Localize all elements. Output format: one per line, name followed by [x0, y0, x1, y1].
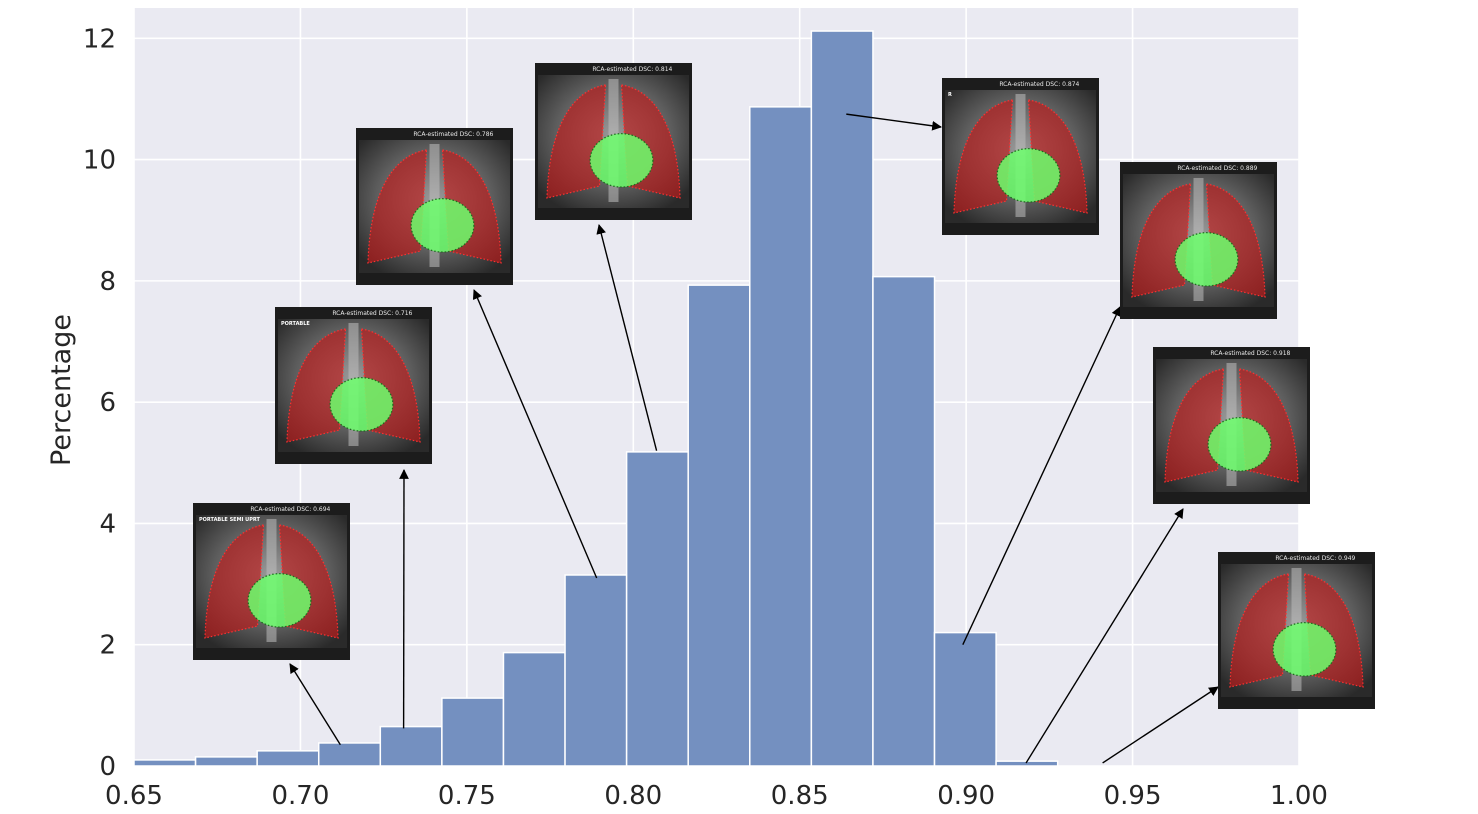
thumbnail-caption: RCA-estimated DSC: 0.716: [332, 310, 412, 317]
histogram-bar: [379, 725, 443, 767]
annotation-arrow: [962, 306, 1121, 646]
xray-thumbnails: RCA-estimated DSC: 0.694 PORTABLE SEMI UP…: [193, 63, 1375, 709]
left-lung-overlay: [546, 84, 607, 199]
axis-ticks: 0.65 0.70 0.75 0.80 0.85 0.90 0.95 1.00 0 2 4 6 8 10 1…: [83, 24, 1328, 811]
xray-thumbnail: RCA-estimated DSC: 0.716 PORTABLE: [275, 307, 432, 464]
histogram-bar: [933, 631, 997, 767]
annotation-arrow: [1102, 686, 1219, 764]
heart-overlay: [1272, 622, 1337, 677]
thumbnail-corner-label: PORTABLE SEMI UPRT: [199, 517, 261, 523]
xray-thumbnail: RCA-estimated DSC: 0.918: [1153, 347, 1310, 504]
x-tick-label: 0.90: [937, 781, 995, 811]
histogram-bar: [194, 756, 258, 767]
histogram-bar: [502, 651, 566, 767]
thumbnail-caption: RCA-estimated DSC: 0.889: [1177, 165, 1257, 172]
histogram-bars: [133, 30, 1059, 767]
thumbnail-corner-label: PORTABLE: [281, 321, 310, 327]
xray-thumbnail: RCA-estimated DSC: 0.874 R: [942, 78, 1099, 235]
thumbnail-caption: RCA-estimated DSC: 0.814: [592, 66, 672, 73]
y-tick-label: 2: [99, 631, 116, 661]
histogram-bar: [564, 574, 628, 767]
histogram-bar: [256, 750, 320, 767]
heart-overlay: [589, 132, 654, 188]
histogram-bar: [749, 106, 813, 767]
heart-overlay: [247, 573, 312, 628]
histogram-bar: [810, 30, 874, 767]
histogram-bar: [625, 451, 689, 767]
annotation-arrows: [289, 113, 1219, 764]
annotation-arrow: [472, 289, 598, 579]
heart-overlay: [329, 376, 394, 432]
annotation-arrow: [1025, 508, 1184, 764]
x-tick-label: 1.00: [1270, 781, 1328, 811]
x-tick-label: 0.70: [271, 781, 329, 811]
heart-overlay: [1174, 231, 1239, 287]
annotation-arrow: [846, 113, 942, 131]
thumbnail-caption: RCA-estimated DSC: 0.874: [999, 81, 1079, 88]
heart-overlay: [410, 197, 475, 253]
y-tick-label: 8: [99, 267, 116, 297]
thumbnail-caption: RCA-estimated DSC: 0.918: [1210, 350, 1290, 357]
histogram-bar: [687, 284, 751, 767]
left-lung-overlay: [1229, 573, 1290, 688]
x-tick-label: 0.95: [1104, 781, 1162, 811]
heart-overlay: [996, 147, 1061, 203]
histogram-bar: [317, 742, 382, 767]
histogram-bar: [872, 275, 936, 767]
left-lung-overlay: [953, 99, 1014, 214]
xray-thumbnail: RCA-estimated DSC: 0.889: [1120, 162, 1277, 319]
xray-thumbnail: RCA-estimated DSC: 0.786: [356, 128, 513, 285]
histogram-bar: [133, 759, 197, 767]
annotation-arrow: [289, 663, 341, 746]
y-tick-label: 4: [99, 509, 116, 539]
y-tick-label: 10: [83, 146, 116, 176]
xray-thumbnail: RCA-estimated DSC: 0.949: [1218, 552, 1375, 709]
x-tick-label: 0.65: [105, 781, 163, 811]
left-lung-overlay: [367, 149, 428, 264]
left-lung-overlay: [286, 328, 347, 443]
histogram-bar: [441, 697, 505, 767]
y-tick-label: 12: [83, 24, 116, 54]
heart-overlay: [1207, 416, 1272, 472]
x-tick-label: 0.85: [771, 781, 829, 811]
y-tick-label: 6: [99, 388, 116, 418]
thumbnail-corner-label: R: [948, 92, 952, 98]
xray-thumbnail: RCA-estimated DSC: 0.694 PORTABLE SEMI UP…: [193, 503, 350, 660]
left-lung-overlay: [1164, 368, 1225, 483]
y-axis-label: Percentage: [46, 314, 77, 466]
left-lung-overlay: [1131, 183, 1192, 298]
x-tick-label: 0.80: [604, 781, 662, 811]
thumbnail-caption: RCA-estimated DSC: 0.786: [413, 131, 493, 138]
xray-thumbnail: RCA-estimated DSC: 0.814: [535, 63, 692, 220]
x-tick-label: 0.75: [438, 781, 496, 811]
y-tick-label: 0: [99, 752, 116, 782]
annotation-arrow: [596, 224, 658, 451]
thumbnail-caption: RCA-estimated DSC: 0.694: [250, 506, 330, 513]
left-lung-overlay: [204, 524, 265, 639]
thumbnail-caption: RCA-estimated DSC: 0.949: [1275, 555, 1355, 562]
